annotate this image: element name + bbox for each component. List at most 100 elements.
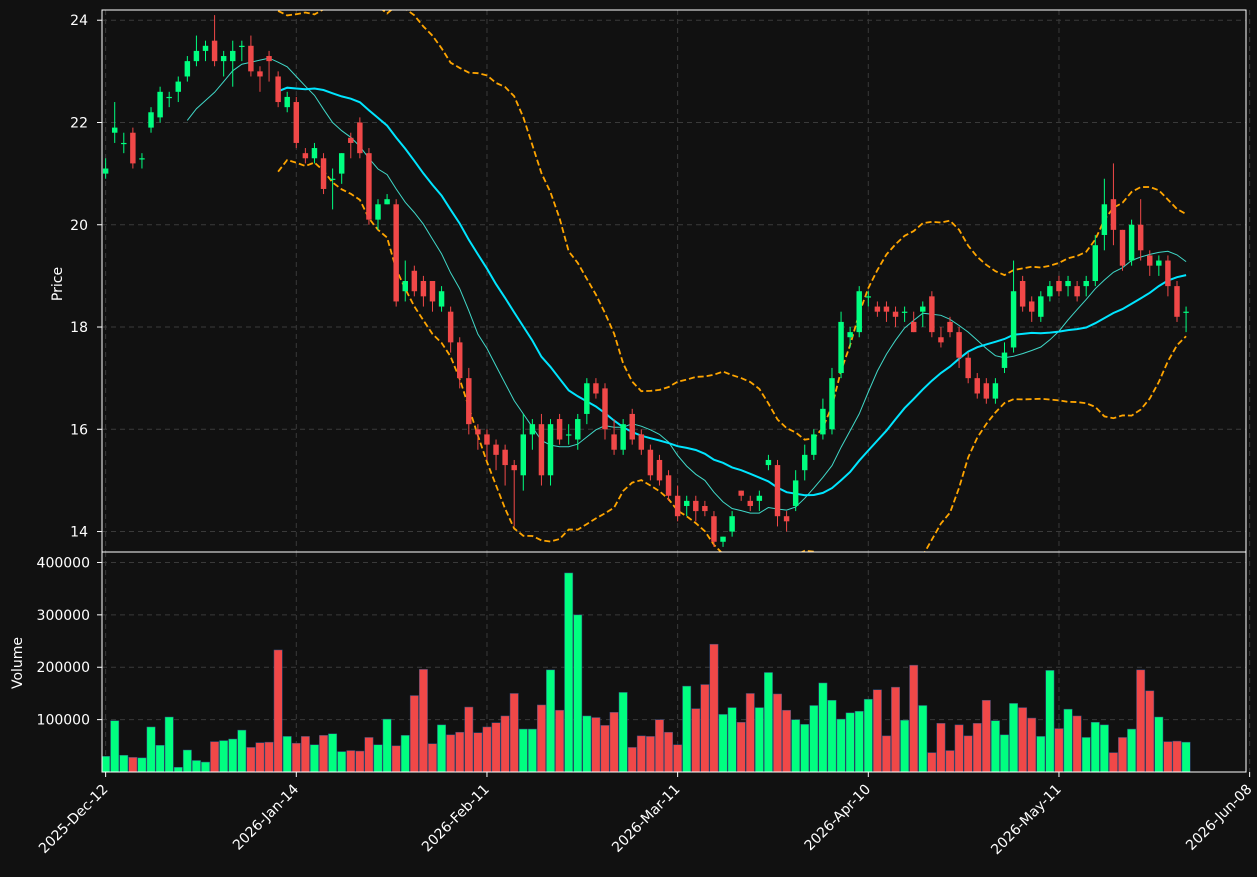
candle-body	[920, 306, 926, 312]
candle-body	[629, 413, 635, 440]
volume-bar	[1145, 690, 1155, 772]
candle-body	[992, 383, 999, 399]
candle-body	[411, 270, 418, 292]
volume-bar	[655, 719, 664, 772]
volume-bar	[1109, 752, 1118, 772]
volume-bar	[900, 719, 910, 772]
candle-body	[520, 434, 527, 476]
volume-bar	[446, 734, 456, 772]
candle-body	[565, 434, 572, 436]
candle-body	[865, 296, 872, 298]
volume-bar	[246, 747, 256, 772]
volume-bar	[537, 704, 546, 772]
candle-body	[1174, 286, 1180, 317]
volume-bar	[219, 740, 229, 772]
candle-body	[747, 500, 753, 506]
volume-bar	[1072, 715, 1082, 772]
volume-bar	[346, 750, 356, 772]
volume-bar	[709, 643, 719, 772]
candle-body	[956, 332, 962, 358]
volume-bar	[1009, 703, 1018, 772]
volume-bar	[182, 749, 192, 772]
candle-body	[1147, 255, 1153, 266]
candle-body	[293, 102, 300, 143]
volume-bar	[191, 760, 201, 772]
volume-bar	[645, 736, 655, 772]
volume-bar	[155, 745, 165, 772]
candle-body	[929, 296, 935, 333]
price-tick-label: 14	[70, 525, 88, 541]
volume-bar	[291, 742, 301, 772]
candle-body	[693, 500, 699, 512]
volume-bar	[736, 721, 746, 772]
candle-body	[856, 291, 862, 333]
volume-tick-label: 100000	[37, 713, 90, 729]
volume-bar	[500, 715, 510, 772]
candle-body	[193, 50, 200, 62]
volume-bar	[373, 744, 383, 772]
volume-bar	[1099, 724, 1109, 772]
volume-bar	[591, 717, 601, 772]
volume-bar	[464, 706, 474, 772]
candle-body	[357, 122, 363, 154]
volume-bar	[809, 705, 819, 772]
candle-body	[348, 137, 354, 143]
candle-body	[702, 505, 708, 512]
candle-body	[584, 383, 590, 414]
volume-bar	[945, 750, 955, 772]
candle-body	[420, 281, 427, 297]
volume-bar	[555, 709, 565, 772]
volume-bar	[418, 669, 428, 772]
candle-body	[1110, 199, 1117, 230]
candle-body	[1156, 260, 1162, 266]
volume-bar	[1136, 669, 1146, 772]
candle-body	[484, 434, 490, 445]
indicator-layer	[186, 10, 1187, 552]
candle-body	[883, 306, 890, 312]
volume-bar	[173, 767, 183, 772]
candle-body	[910, 321, 917, 333]
volume-tick-label: 200000	[37, 660, 90, 676]
volume-bar	[763, 672, 773, 772]
price-tick-label: 18	[70, 320, 88, 336]
candle-body	[820, 408, 826, 435]
candle-body	[1038, 296, 1044, 317]
volume-bar	[128, 757, 138, 772]
volume-panel-frame	[101, 551, 1247, 773]
volume-bar	[582, 715, 592, 772]
volume-bar	[745, 693, 755, 772]
candle-body	[275, 76, 281, 103]
volume-bar	[981, 699, 991, 772]
candle-body	[1137, 224, 1144, 251]
volume-bar	[1063, 708, 1073, 772]
volume-bar	[1045, 670, 1055, 772]
volume-bar	[1000, 734, 1009, 772]
volume-bar	[364, 737, 374, 772]
candle-body	[429, 281, 436, 302]
candle-body	[838, 321, 844, 374]
volume-bar	[845, 712, 855, 772]
volume-bar	[963, 735, 973, 772]
candle-body	[230, 50, 236, 62]
volume-bar	[891, 686, 900, 772]
candle-body	[765, 459, 772, 466]
volume-bar	[664, 731, 673, 772]
candle-body	[111, 127, 118, 133]
candle-body	[284, 96, 290, 108]
volume-bar	[473, 732, 483, 772]
candle-body	[384, 199, 390, 205]
candle-body	[257, 71, 263, 77]
candle-body	[647, 449, 654, 476]
volume-bar	[1027, 717, 1037, 772]
candle-body	[302, 153, 309, 159]
candle-body	[102, 168, 109, 174]
volume-bar	[337, 751, 347, 772]
volume-bar	[255, 742, 265, 772]
candle-body	[656, 459, 663, 481]
volume-bar	[409, 695, 419, 772]
candle-body	[1128, 224, 1135, 261]
volume-bar	[909, 664, 919, 772]
candle-body	[738, 490, 744, 496]
candle-body	[720, 536, 726, 542]
volume-tick-label: 400000	[37, 555, 90, 571]
